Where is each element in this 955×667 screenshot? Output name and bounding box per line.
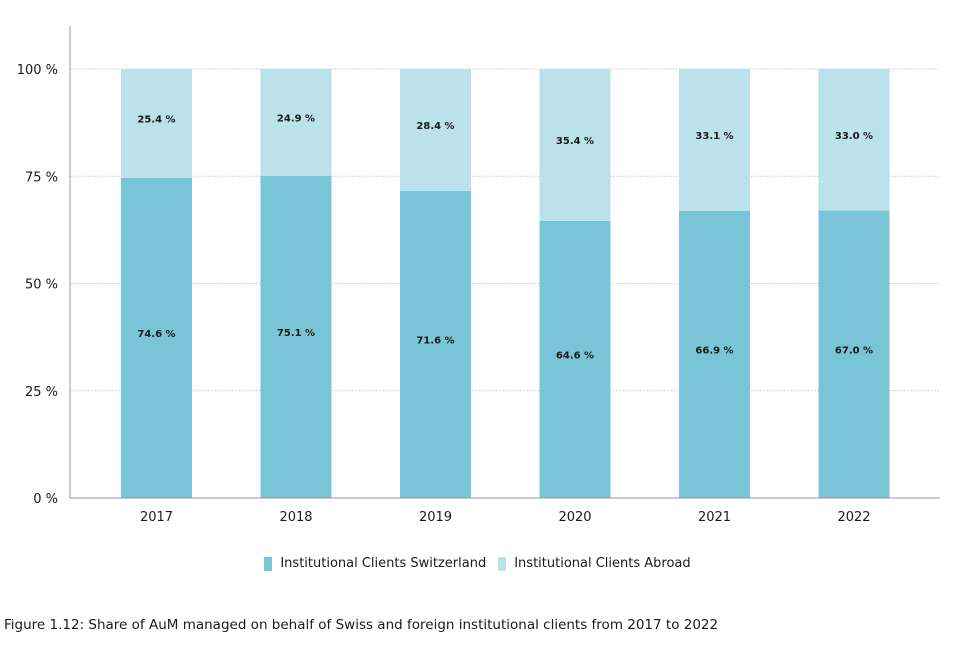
stacked-bar-chart: 0 % 25 % 50 % 75 % 100 % 2017 2018 2019 2020 2021… — [17, 26, 940, 525]
data-label-abroad: 25.4 % — [137, 114, 175, 125]
legend-label-abroad: Institutional Clients Abroad — [514, 556, 691, 571]
data-label-switzerland: 66.9 % — [695, 345, 733, 356]
bar-abroad — [818, 69, 890, 211]
y-tick-label: 0 % — [33, 492, 58, 507]
legend-item-switzerland: Institutional Clients Switzerland — [264, 556, 486, 571]
data-label-switzerland: 71.6 % — [416, 335, 454, 346]
data-label-abroad: 33.1 % — [695, 131, 733, 142]
data-label-switzerland: 75.1 % — [277, 328, 315, 339]
bar-switzerland — [679, 210, 750, 498]
x-tick-label: 2022 — [837, 510, 870, 525]
bar-switzerland — [400, 190, 471, 498]
legend-label-switzerland: Institutional Clients Switzerland — [280, 556, 487, 571]
data-label-abroad: 33.0 % — [835, 131, 873, 142]
data-label-switzerland: 64.6 % — [556, 350, 594, 361]
x-tick-label: 2018 — [279, 510, 312, 525]
bar-abroad — [539, 69, 611, 221]
gridlines — [70, 68, 940, 392]
figure-caption: Figure 1.12: Share of AuM managed on beh… — [4, 617, 719, 633]
data-label-switzerland: 74.6 % — [137, 329, 175, 340]
legend-swatch-switzerland — [264, 556, 273, 571]
x-tick-label: 2019 — [419, 510, 452, 525]
data-label-abroad: 35.4 % — [556, 136, 594, 147]
bar-abroad — [400, 69, 471, 191]
bar-switzerland — [818, 210, 890, 498]
bar-abroad — [121, 69, 192, 178]
bar-switzerland — [539, 220, 611, 498]
y-tick-label: 75 % — [25, 170, 58, 185]
bars — [121, 69, 890, 499]
legend: Institutional Clients Switzerland Instit… — [0, 556, 955, 571]
axes: 0 % 25 % 50 % 75 % 100 % 2017 2018 2019 2020 2021… — [17, 26, 940, 525]
legend-item-abroad: Institutional Clients Abroad — [498, 556, 691, 571]
bar-abroad — [679, 69, 750, 211]
x-tick-label: 2017 — [140, 510, 173, 525]
y-tick-label: 100 % — [17, 63, 58, 78]
bar-switzerland — [121, 177, 192, 498]
x-tick-label: 2020 — [558, 510, 591, 525]
y-tick-label: 50 % — [25, 278, 58, 293]
y-tick-label: 25 % — [25, 385, 58, 400]
data-label-abroad: 24.9 % — [277, 113, 315, 124]
legend-swatch-abroad — [498, 556, 507, 571]
data-labels: 74.6 % 25.4 % 75.1 % 24.9 % 71.6 % 28.4 % 64.6… — [137, 113, 873, 361]
data-label-abroad: 28.4 % — [416, 121, 454, 132]
data-label-switzerland: 67.0 % — [835, 345, 873, 356]
bar-abroad — [260, 69, 332, 176]
x-tick-label: 2021 — [698, 510, 731, 525]
bar-switzerland — [260, 175, 332, 499]
